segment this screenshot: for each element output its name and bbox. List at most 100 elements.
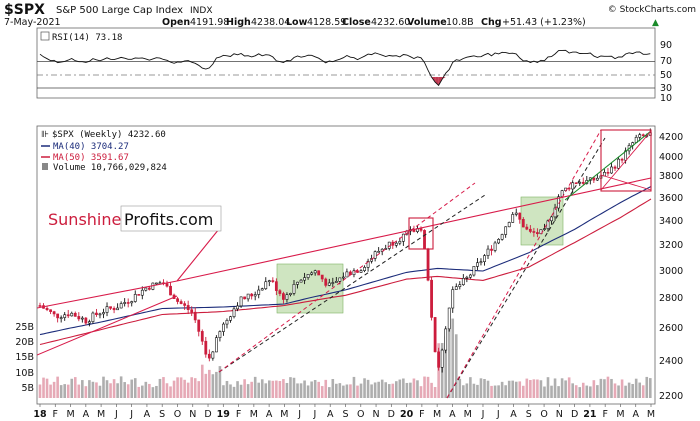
rsi-legend: RSI(14) 73.18 — [40, 31, 122, 43]
price-bar-body — [59, 317, 63, 319]
price-bar-body — [461, 277, 465, 285]
close-label: Close — [342, 17, 371, 28]
volume-bar — [578, 387, 582, 398]
volume-bar — [310, 381, 313, 398]
volume-label: Volume — [407, 17, 447, 28]
x-axis-label: N — [556, 409, 563, 420]
price-bar-body — [451, 289, 455, 309]
x-axis: 18 F M A M J J A S O N D 19 F M A M J J A S O N D 20 F M A M J J A S O N D 2… — [33, 404, 655, 420]
price-bar-body — [377, 251, 381, 253]
price-bar-body — [493, 242, 497, 251]
watermark-sunshine: Sunshine — [48, 210, 121, 229]
volume-bar — [387, 384, 391, 398]
x-axis-label: A — [632, 409, 639, 420]
price-bar-body — [528, 228, 532, 232]
volume-bar — [282, 379, 285, 398]
volume-bar — [543, 386, 546, 398]
x-axis-label: D — [204, 409, 211, 420]
volume-bar — [437, 343, 440, 398]
volume-bar — [278, 380, 282, 398]
quote-date: 7-May-2021 — [4, 17, 61, 28]
volume-bar — [634, 378, 638, 398]
volume-bar — [141, 385, 144, 398]
source-credit: © StockCharts.com — [608, 5, 696, 15]
volume-bar — [63, 384, 66, 398]
volume-bar — [490, 385, 493, 398]
price-bar-body — [91, 312, 95, 322]
volume-bar — [190, 377, 193, 398]
volume-bar — [260, 379, 264, 398]
price-bar-body — [345, 271, 349, 278]
volume-bar — [536, 379, 539, 398]
x-axis-label: O — [174, 409, 181, 420]
price-frame — [36, 125, 656, 405]
close-value: 4232.60 — [371, 17, 410, 28]
price-bar-body — [80, 317, 84, 320]
volume-bar — [394, 381, 398, 398]
uptrend-2020-black-dashed — [446, 137, 606, 399]
volume-tick: 25B — [15, 322, 34, 333]
price-bar-body — [638, 134, 642, 138]
volume-bar — [359, 383, 363, 398]
x-axis-label: M — [97, 409, 105, 420]
volume-bar — [469, 377, 472, 398]
price-bar-body — [620, 158, 624, 161]
x-axis-label: A — [266, 409, 273, 420]
rsi-tick-30: 30 — [660, 83, 672, 94]
volume-bar — [133, 378, 137, 398]
volume-bar — [211, 374, 215, 398]
volume-bar — [165, 383, 169, 398]
price-bar-body — [476, 262, 479, 267]
volume-bar — [91, 381, 95, 398]
price-bar-body — [250, 293, 254, 297]
volume-bar — [398, 379, 402, 398]
x-axis-label: 20 — [400, 409, 414, 420]
volume-bar — [229, 384, 232, 398]
volume-bar — [585, 385, 589, 398]
index-name: S&P 500 Large Cap Index — [56, 5, 183, 16]
volume-bar — [476, 384, 479, 398]
price-bar-body — [373, 251, 377, 259]
volume-bar — [419, 386, 423, 398]
volume-tick: 20B — [15, 337, 34, 348]
high-value: 4238.04 — [251, 17, 290, 28]
volume-bar — [49, 384, 52, 398]
volume-bar — [426, 376, 430, 398]
volume-bar — [275, 380, 278, 398]
x-axis-label: M — [647, 409, 655, 420]
volume-bar — [560, 378, 564, 398]
volume-bar — [73, 377, 77, 398]
volume-bar — [430, 382, 433, 398]
price-bar-body — [236, 305, 239, 310]
price-bar-body — [239, 296, 243, 307]
volume-bar — [370, 384, 373, 398]
price-tick: 3200 — [659, 240, 683, 251]
price-bar-body — [507, 222, 511, 228]
price-bar-body — [123, 302, 127, 304]
price-bar-body — [536, 232, 539, 235]
volume-bar — [317, 381, 320, 398]
price-bar-body — [257, 289, 261, 295]
price-bar-body — [500, 234, 504, 240]
price-bar-body — [641, 134, 645, 136]
price-tick: 3800 — [659, 171, 683, 182]
volume-bar — [193, 378, 197, 398]
x-axis-label: F — [602, 409, 607, 420]
volume-bar — [151, 387, 155, 398]
volume-value: 10.8B — [446, 17, 474, 28]
volume-bar — [84, 386, 88, 398]
price-bar-body — [246, 293, 250, 300]
price-bar-body — [306, 274, 310, 278]
price-bar-body — [511, 214, 515, 223]
price-bar-body — [514, 212, 518, 215]
price-bar-body — [423, 230, 426, 250]
volume-bar — [356, 385, 359, 398]
price-bar-body — [130, 301, 134, 304]
price-bar-body — [574, 182, 578, 185]
price-bar-body — [63, 314, 67, 318]
x-axis-label: J — [114, 409, 118, 420]
x-axis-label: M — [433, 409, 441, 420]
x-axis-label: O — [357, 409, 364, 420]
volume-bar — [412, 378, 416, 398]
